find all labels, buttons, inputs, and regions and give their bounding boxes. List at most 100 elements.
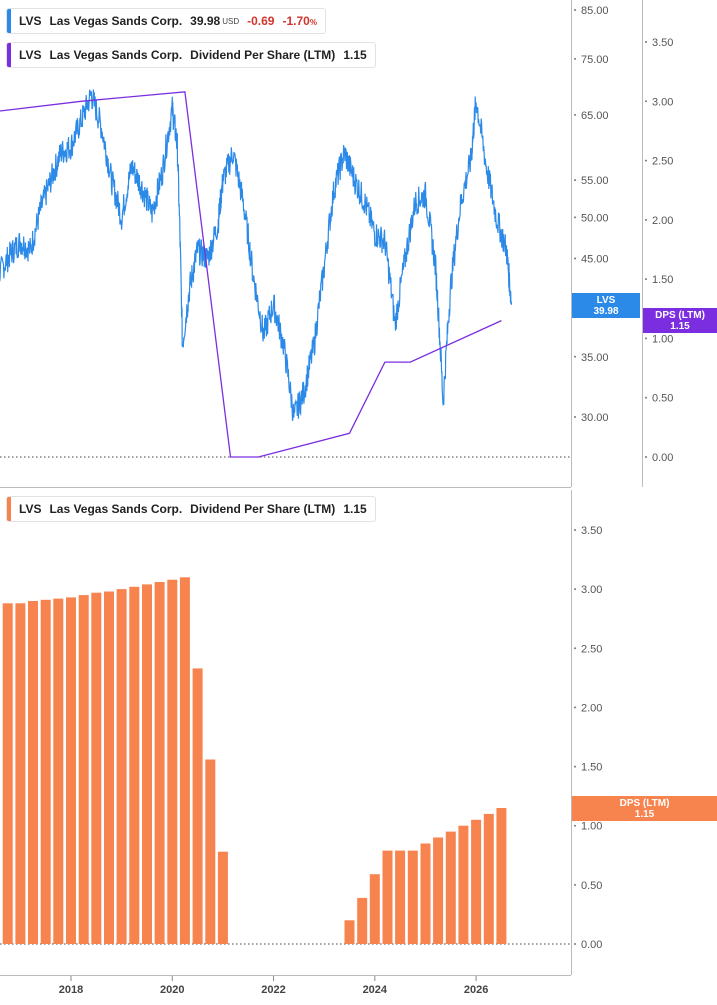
price-legend-swatch <box>7 9 11 33</box>
dps-bar <box>104 591 114 944</box>
dps-tick-label: 2.50 <box>652 156 673 168</box>
x-tick-label: 2022 <box>261 984 285 996</box>
price-legend-change-pct-wrap: -1.70% <box>282 14 316 28</box>
dps-bar-chart <box>0 577 571 945</box>
dps-bar <box>142 584 152 944</box>
price-legend[interactable]: LVS Las Vegas Sands Corp. 39.98 USD -0.6… <box>6 8 326 34</box>
dps-bottom-legend-metric: Dividend Per Share (LTM) <box>190 502 336 516</box>
dps-tick-mark <box>645 218 647 221</box>
price-tag-ticker: LVS <box>596 294 616 306</box>
dps-bottom-legend-value: 1.15 <box>343 502 367 516</box>
dps-bar <box>433 837 444 944</box>
price-tick-label: 50.00 <box>581 212 609 224</box>
bar-tick-label: 0.00 <box>581 939 602 951</box>
dps-tick-label: 1.50 <box>652 274 673 286</box>
dps-bar <box>192 668 203 944</box>
dps-bar <box>179 577 190 944</box>
dps-bottom-legend-ticker: LVS <box>19 502 42 516</box>
dps-tick-mark <box>645 100 647 103</box>
price-legend-price: 39.98 <box>190 14 221 28</box>
price-tick-label: 65.00 <box>581 110 609 122</box>
dps-bar <box>28 601 38 944</box>
price-tick-mark <box>574 9 576 11</box>
dps-top-tag-value: 1.15 <box>670 320 690 332</box>
price-tick-label: 45.00 <box>581 254 609 266</box>
dps-bar <box>483 813 494 944</box>
dps-tick-mark <box>645 278 647 281</box>
bar-tick-label: 3.00 <box>581 584 602 596</box>
bar-tick-mark <box>574 883 576 886</box>
dps-bar <box>458 825 469 944</box>
dps-series-line <box>0 91 502 458</box>
dps-tick-label: 3.00 <box>652 96 673 108</box>
dps-bar <box>420 843 431 944</box>
dps-bar <box>217 851 228 944</box>
price-tick-mark <box>574 179 576 182</box>
dps-tick-mark <box>645 159 647 162</box>
dps-bar <box>91 592 102 944</box>
bar-tick-mark <box>574 824 576 827</box>
price-series-line <box>0 89 513 421</box>
price-legend-name: Las Vegas Sands Corp. <box>49 14 183 28</box>
dps-tick-label: 0.00 <box>652 452 673 464</box>
price-tick-label: 30.00 <box>581 412 609 424</box>
dps-bar <box>205 759 216 944</box>
dps-bar <box>2 603 13 944</box>
dps-bottom-tag-label: DPS (LTM) <box>619 797 670 809</box>
price-tick-mark <box>574 355 576 358</box>
dps-top-legend-swatch <box>7 43 11 67</box>
dps-bar <box>167 579 178 944</box>
dps-bar <box>445 831 456 944</box>
dps-bar <box>129 586 140 944</box>
bar-tick-mark <box>574 943 576 945</box>
price-tick-mark <box>574 216 576 219</box>
price-legend-change: -0.69 <box>247 14 275 28</box>
x-tick-label: 2026 <box>464 984 488 996</box>
price-tick-mark <box>574 113 576 116</box>
dps-tick-label: 3.50 <box>652 37 673 49</box>
dps-bottom-tag-value: 1.15 <box>634 808 655 820</box>
dps-bar <box>369 874 380 944</box>
dps-tick-mark <box>645 337 647 340</box>
price-legend-ticker: LVS <box>19 14 42 28</box>
dps-tick-label: 2.00 <box>652 215 673 227</box>
dps-tick-mark <box>645 456 647 458</box>
price-tag: LVS 39.98 <box>572 293 640 318</box>
bar-tick-mark <box>574 588 576 591</box>
dps-bar <box>496 808 507 944</box>
bar-tick-label: 3.50 <box>581 525 602 537</box>
price-tag-value: 39.98 <box>593 305 619 317</box>
bar-tick-mark <box>574 765 576 768</box>
dps-bottom-legend-swatch <box>7 497 11 521</box>
dps-top-tag-label: DPS (LTM) <box>655 309 705 321</box>
price-tick-label: 85.00 <box>581 5 609 17</box>
dps-tick-label: 1.00 <box>652 333 673 345</box>
dps-bar <box>116 589 127 944</box>
axes: 85.00 75.00 65.00 55.00 50.00 45.00 35.00 30.00… <box>0 0 673 996</box>
dps-tick-mark <box>645 41 647 43</box>
dps-bar <box>78 595 89 944</box>
bar-tick-label: 2.00 <box>581 702 602 714</box>
price-tick-label: 35.00 <box>581 352 609 364</box>
dps-bar <box>40 599 51 944</box>
bar-tick-label: 1.50 <box>581 762 602 774</box>
dps-bar <box>407 850 418 944</box>
price-legend-currency: USD <box>222 16 240 26</box>
dps-tick-label: 0.50 <box>652 393 673 405</box>
bar-tick-mark <box>574 706 576 709</box>
bar-tick-label: 1.00 <box>581 821 602 833</box>
price-tick-mark <box>574 57 576 60</box>
dps-top-legend-metric: Dividend Per Share (LTM) <box>190 48 336 62</box>
dps-bar <box>395 850 406 944</box>
dps-top-legend[interactable]: LVS Las Vegas Sands Corp. Dividend Per S… <box>6 42 376 68</box>
dps-bar <box>66 597 76 944</box>
dps-top-tag: DPS (LTM) 1.15 <box>643 308 717 333</box>
dps-bar <box>357 897 368 944</box>
price-tick-mark <box>574 416 576 418</box>
bar-tick-label: 2.50 <box>581 643 602 655</box>
dps-bar <box>154 582 165 944</box>
price-legend-change-pct: -1.70 <box>282 14 310 28</box>
dps-bar <box>382 850 393 944</box>
dps-bottom-legend[interactable]: LVS Las Vegas Sands Corp. Dividend Per S… <box>6 496 376 522</box>
